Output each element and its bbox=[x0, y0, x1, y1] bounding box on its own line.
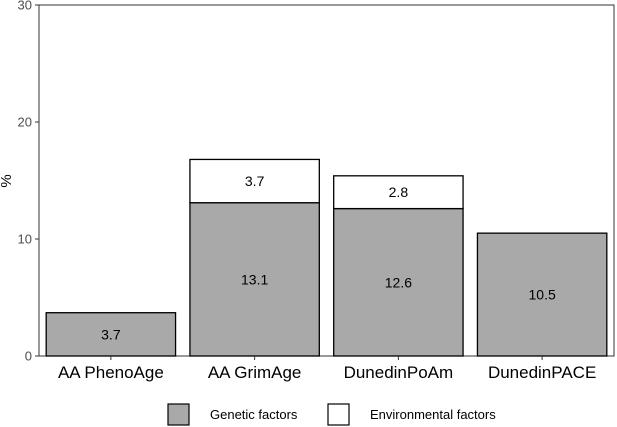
x-tick-label: DunedinPACE bbox=[488, 363, 596, 382]
bar-segment bbox=[189, 158, 320, 204]
bar-segment bbox=[189, 202, 320, 357]
bar-value-label: 2.8 bbox=[389, 184, 409, 200]
y-tick-label: 30 bbox=[18, 0, 32, 13]
legend-label: Environmental factors bbox=[370, 407, 496, 422]
y-tick-label: 10 bbox=[18, 232, 32, 247]
bar-segment bbox=[476, 232, 608, 357]
bar-value-label: 12.6 bbox=[385, 274, 412, 290]
legend-label: Genetic factors bbox=[210, 407, 298, 422]
bar-value-label: 3.7 bbox=[101, 326, 121, 342]
bar-value-label: 13.1 bbox=[241, 271, 268, 287]
y-tick-label: 0 bbox=[25, 349, 32, 364]
y-axis-label: % bbox=[0, 174, 15, 187]
x-tick-label: AA PhenoAge bbox=[58, 363, 164, 382]
x-tick-label: AA GrimAge bbox=[208, 363, 302, 382]
bar-value-label: 3.7 bbox=[245, 173, 265, 189]
legend: Genetic factors Environmental factors bbox=[167, 403, 496, 426]
bar-value-label: 10.5 bbox=[529, 287, 556, 303]
bar-segment bbox=[333, 175, 464, 210]
y-tick-label: 20 bbox=[18, 115, 32, 130]
legend-key bbox=[327, 403, 350, 426]
legend-key bbox=[167, 403, 190, 426]
bar-segment bbox=[45, 312, 177, 357]
x-tick-label: DunedinPoAm bbox=[344, 363, 454, 382]
plot-border bbox=[38, 4, 615, 357]
plot-area: 0 10 20 30 3.7 AA PhenoAge 13.1 3.7 AA GrimAge 12… bbox=[18, 0, 615, 382]
